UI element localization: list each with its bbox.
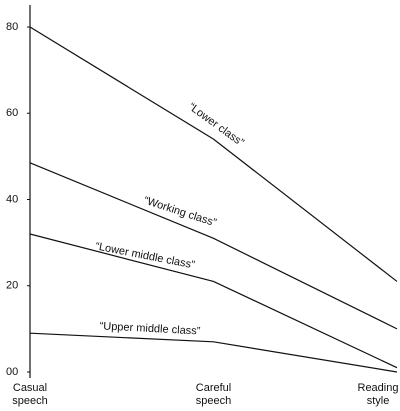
- y-tick-label: 60: [6, 107, 18, 119]
- series-label: “Lower middle class”: [94, 240, 196, 271]
- y-tick-label: 00: [6, 366, 18, 378]
- series-line: [29, 233, 398, 369]
- y-tick-label: 20: [6, 280, 18, 292]
- x-tick-label: Careful speech: [195, 382, 232, 407]
- series-line: [29, 162, 398, 330]
- x-tick-label: Reading style: [357, 382, 399, 407]
- series-label: “Upper middle class”: [99, 320, 201, 337]
- y-tick-label: 40: [6, 193, 18, 205]
- series-line: [29, 26, 398, 282]
- series-line: [29, 332, 398, 373]
- y-tick-label: 80: [6, 21, 18, 33]
- x-tick-label: Casual speech: [12, 382, 48, 407]
